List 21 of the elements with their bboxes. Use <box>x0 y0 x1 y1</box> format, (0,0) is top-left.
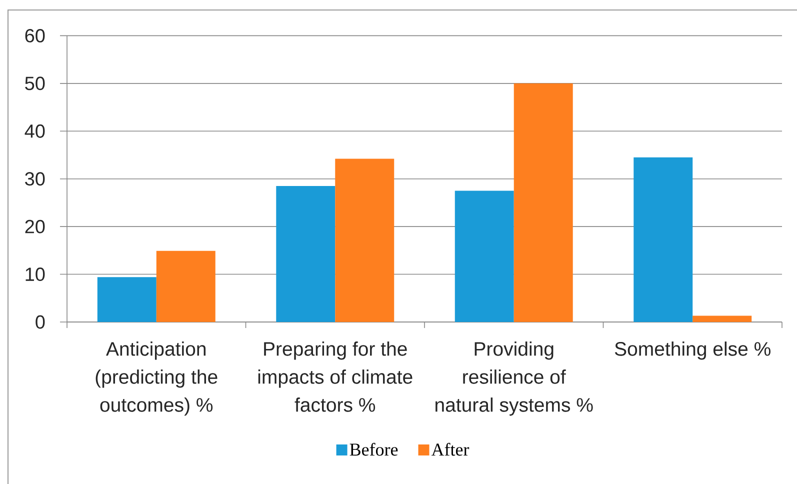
y-tick-label: 40 <box>24 124 45 138</box>
x-tick-label: Providing resilience of natural systems % <box>436 342 593 416</box>
bar <box>276 186 336 322</box>
legend-label: Before <box>350 442 398 456</box>
y-tick-label: 30 <box>25 172 45 186</box>
legend-label: After <box>431 442 470 456</box>
y-tick-label: 0 <box>36 315 45 329</box>
bar <box>454 190 514 322</box>
y-tick-label: 50 <box>25 76 45 90</box>
bar <box>97 277 156 322</box>
bar <box>335 158 394 322</box>
bar <box>692 316 752 322</box>
y-tick-label: 20 <box>25 220 45 234</box>
bar <box>156 250 216 322</box>
y-tick-label: 60 <box>25 28 45 42</box>
y-tick-label: 10 <box>26 268 45 281</box>
bar <box>634 157 693 322</box>
x-tick-label: Anticipation (predicting the outcomes) % <box>96 342 218 416</box>
x-tick-label: Something else % <box>614 342 770 360</box>
bar <box>514 83 573 322</box>
x-tick-label: Preparing for the impacts of climate factors % <box>258 342 412 412</box>
